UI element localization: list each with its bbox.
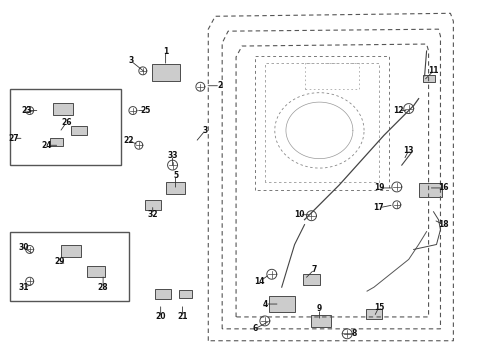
Text: 33: 33	[167, 151, 178, 160]
Text: 20: 20	[155, 312, 165, 321]
Bar	[302, 274, 320, 285]
Bar	[178, 290, 192, 298]
Text: 19: 19	[373, 184, 384, 193]
Text: 9: 9	[316, 305, 322, 314]
Bar	[268, 296, 294, 312]
Text: 22: 22	[123, 136, 134, 145]
Bar	[71, 126, 87, 135]
Text: 10: 10	[294, 210, 304, 219]
Text: 31: 31	[19, 283, 29, 292]
Text: 28: 28	[98, 283, 108, 292]
Text: 24: 24	[41, 141, 52, 150]
Text: 29: 29	[54, 257, 64, 266]
Bar	[151, 64, 179, 81]
Text: 21: 21	[177, 312, 187, 321]
Text: 26: 26	[61, 118, 71, 127]
Bar	[53, 103, 73, 114]
Text: 14: 14	[254, 277, 264, 286]
Text: 3: 3	[128, 57, 133, 66]
Bar	[418, 183, 442, 197]
Bar	[87, 266, 105, 276]
Text: 3: 3	[202, 126, 207, 135]
Bar	[154, 289, 170, 299]
Text: 5: 5	[173, 171, 178, 180]
Text: 27: 27	[8, 134, 19, 143]
Text: 7: 7	[311, 265, 317, 274]
Bar	[10, 89, 121, 165]
Bar	[366, 309, 381, 319]
Text: 32: 32	[147, 210, 158, 219]
Bar	[49, 138, 63, 147]
Text: 16: 16	[437, 184, 448, 193]
Bar	[61, 246, 81, 257]
Bar	[10, 231, 129, 301]
Text: 4: 4	[262, 300, 267, 309]
Text: 23: 23	[21, 106, 32, 115]
Bar	[144, 200, 161, 210]
Text: 6: 6	[252, 324, 257, 333]
Text: 25: 25	[140, 106, 151, 115]
Text: 2: 2	[217, 81, 223, 90]
Text: 11: 11	[427, 66, 438, 75]
Text: 12: 12	[393, 106, 403, 115]
Text: 8: 8	[351, 329, 356, 338]
Text: 1: 1	[163, 46, 168, 55]
Text: 18: 18	[437, 220, 448, 229]
Bar	[165, 182, 185, 194]
Text: 30: 30	[19, 243, 29, 252]
Bar	[311, 315, 331, 327]
Text: 13: 13	[403, 146, 413, 155]
Text: 17: 17	[373, 203, 384, 212]
Text: 15: 15	[373, 302, 384, 311]
Bar	[422, 75, 434, 82]
